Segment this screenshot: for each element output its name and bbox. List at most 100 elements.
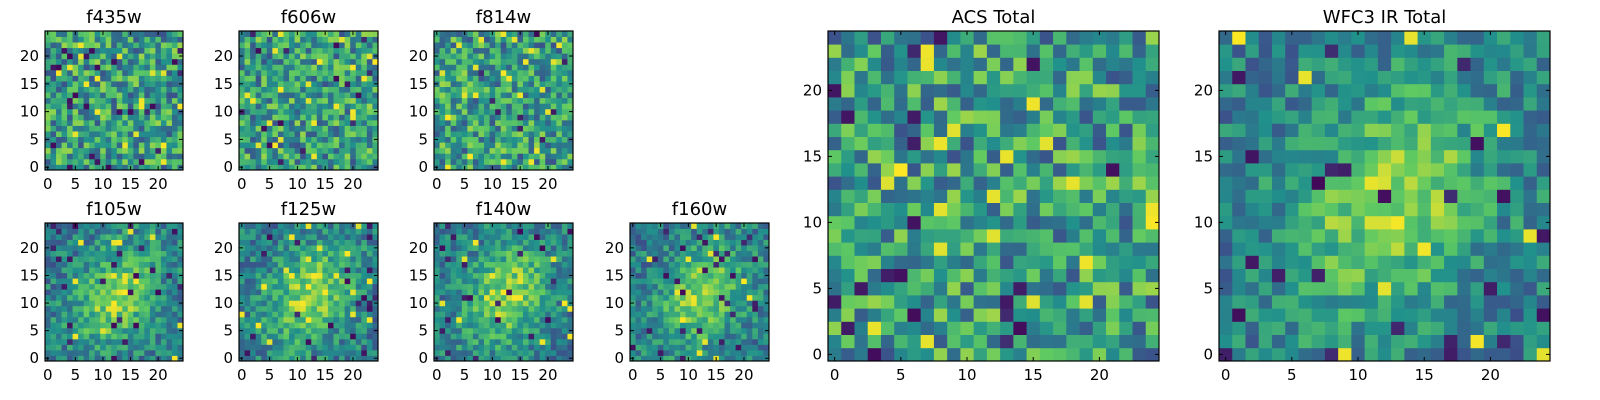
heatmap-cell: [350, 239, 357, 246]
heatmap-cell: [138, 42, 145, 49]
heatmap-cell: [333, 289, 340, 296]
axes-frame: [44, 30, 184, 171]
heatmap-cell: [127, 344, 134, 351]
heatmap-cell: [344, 47, 351, 54]
heatmap-cell: [133, 97, 140, 104]
heatmap-cell: [300, 294, 307, 301]
heatmap-cell: [316, 58, 323, 65]
heatmap-cell: [350, 228, 357, 235]
heatmap-cell: [116, 119, 123, 126]
heatmap-cell: [880, 242, 895, 256]
heatmap-cell: [450, 58, 457, 65]
heatmap-cell: [467, 119, 474, 126]
y-tick-label: 20: [20, 47, 39, 65]
heatmap-cell: [127, 300, 134, 307]
heatmap-cell: [854, 281, 869, 296]
heatmap-cell: [333, 69, 340, 76]
heatmap-cell: [133, 114, 140, 121]
heatmap-cell: [730, 355, 737, 362]
heatmap-cell: [472, 69, 479, 76]
heatmap-cell: [272, 267, 279, 274]
heatmap-cell: [880, 176, 895, 190]
heatmap-cell: [350, 119, 357, 126]
heatmap-cell: [478, 316, 485, 323]
heatmap-cell: [880, 229, 895, 243]
heatmap-cell: [305, 267, 312, 274]
heatmap-cell: [177, 69, 184, 76]
heatmap-cell: [339, 223, 346, 229]
heatmap-cell: [478, 250, 485, 257]
heatmap-cell: [344, 58, 351, 65]
heatmap-cell: [1039, 347, 1054, 362]
heatmap-cell: [177, 223, 184, 229]
x-tick-label: 20: [538, 366, 557, 384]
heatmap-cell: [339, 153, 346, 160]
heatmap-cell: [344, 53, 351, 60]
heatmap-cell: [907, 255, 922, 269]
heatmap-cell: [155, 108, 162, 115]
heatmap-cell: [94, 53, 101, 60]
heatmap-cell: [752, 283, 759, 290]
heatmap-cell: [434, 47, 440, 54]
panel-title: f160w: [672, 199, 727, 220]
heatmap-cell: [484, 119, 490, 126]
heatmap-cell: [445, 81, 452, 87]
heatmap-cell: [138, 114, 145, 121]
heatmap-cell: [239, 36, 245, 43]
heatmap-cell: [500, 103, 507, 110]
heatmap-cell: [445, 289, 452, 296]
heatmap-cell: [339, 164, 346, 171]
heatmap-cell: [1106, 334, 1120, 349]
heatmap-cell: [138, 86, 145, 93]
heatmap-cell: [635, 228, 642, 235]
heatmap-cell: [166, 75, 173, 82]
heatmap-cell: [155, 311, 162, 318]
heatmap-cell: [561, 223, 568, 229]
heatmap-cell: [138, 223, 145, 229]
heatmap-cell: [272, 31, 279, 37]
heatmap-cell: [305, 278, 312, 285]
heatmap-cell: [83, 283, 90, 290]
heatmap-cell: [495, 75, 502, 82]
heatmap-cell: [350, 294, 357, 301]
heatmap-cell: [361, 36, 368, 43]
heatmap-cell: [289, 81, 295, 87]
heatmap-cell: [456, 136, 463, 143]
heatmap-cell: [467, 136, 474, 143]
heatmap-cell: [456, 81, 463, 87]
heatmap-cell: [947, 295, 961, 309]
heatmap-cell: [244, 47, 251, 54]
heatmap-cell: [239, 283, 245, 290]
y-tick-label: 20: [214, 239, 233, 257]
x-tick-label: 0: [237, 366, 247, 384]
heatmap-cell: [111, 349, 118, 356]
heatmap-cell: [461, 316, 468, 323]
heatmap-cell: [556, 333, 563, 340]
heatmap-cell: [1053, 163, 1067, 177]
heatmap-cell: [361, 228, 368, 235]
heatmap-cell: [867, 295, 882, 309]
heatmap-cell: [450, 103, 457, 110]
heatmap-cell: [534, 349, 541, 356]
heatmap-cell: [294, 42, 301, 49]
heatmap-cell: [478, 344, 485, 351]
heatmap-cell: [461, 75, 468, 82]
heatmap-cell: [561, 294, 568, 301]
heatmap-cell: [973, 295, 988, 309]
heatmap-cell: [522, 86, 529, 93]
heatmap-cell: [907, 242, 922, 256]
heatmap-cell: [461, 305, 468, 312]
heatmap-cell: [171, 327, 178, 334]
heatmap-cell: [239, 239, 245, 246]
heatmap-cell: [534, 283, 541, 290]
heatmap-cell: [1039, 163, 1054, 177]
heatmap-cell: [478, 53, 485, 60]
heatmap-cell: [149, 322, 156, 329]
heatmap-cell: [261, 47, 268, 54]
heatmap-cell: [718, 316, 725, 323]
heatmap-cell: [177, 305, 184, 312]
heatmap-cell: [561, 338, 568, 345]
heatmap-cell: [89, 256, 96, 263]
heatmap-cell: [277, 355, 284, 362]
heatmap-cell: [171, 92, 178, 99]
